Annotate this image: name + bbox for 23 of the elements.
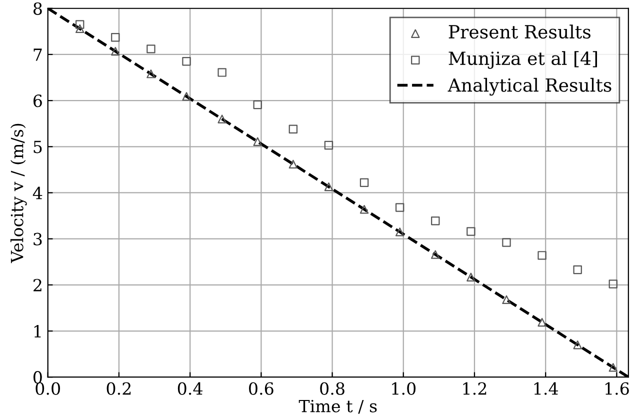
x-tick-label: 1.6 xyxy=(605,382,629,395)
x-tick-label: 0.2 xyxy=(106,382,131,395)
y-tick-label: 5 xyxy=(34,140,42,154)
y-axis-title: Velocity v / (m/s) xyxy=(10,124,27,264)
legend-label: Present Results xyxy=(448,24,590,39)
x-tick-label: 1.2 xyxy=(463,382,486,395)
x-tick-label: 0.0 xyxy=(36,382,60,395)
y-tick-label: 1 xyxy=(34,324,41,338)
y-tick-label: 7 xyxy=(34,48,42,61)
y-tick-label: 3 xyxy=(34,232,42,246)
y-tick-label: 4 xyxy=(32,186,42,200)
legend-label: Analytical Results xyxy=(448,78,612,96)
y-tick-label: 6 xyxy=(34,94,42,108)
x-tick-label: 0.4 xyxy=(178,382,202,395)
y-tick-label: 0 xyxy=(33,371,42,384)
x-tick-label: 0.6 xyxy=(249,382,274,395)
x-tick-label: 0.8 xyxy=(320,382,344,395)
y-tick-label: 8 xyxy=(34,2,42,15)
x-axis-title: Time t / s xyxy=(298,400,377,414)
y-tick-label: 2 xyxy=(34,278,42,292)
legend-label: Munjiza et al [4] xyxy=(448,51,597,69)
x-tick-label: 1.4 xyxy=(534,382,558,395)
x-tick-label: 1.0 xyxy=(392,382,416,395)
